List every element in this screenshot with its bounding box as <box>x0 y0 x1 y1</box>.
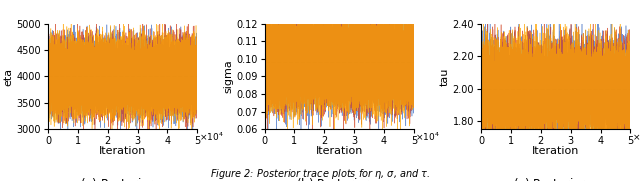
Y-axis label: eta: eta <box>4 67 13 86</box>
Y-axis label: sigma: sigma <box>223 60 234 93</box>
Text: (a) Posterior $\eta$: (a) Posterior $\eta$ <box>80 176 165 181</box>
Text: (b) Posterior $\sigma$: (b) Posterior $\sigma$ <box>296 176 382 181</box>
Text: $\times10^4$: $\times10^4$ <box>632 131 640 143</box>
Y-axis label: tau: tau <box>440 67 450 86</box>
Text: $\times10^4$: $\times10^4$ <box>415 131 440 143</box>
Text: Figure 2: Posterior trace plots for $\eta$, $\sigma$, and $\tau$.: Figure 2: Posterior trace plots for $\et… <box>210 167 430 181</box>
X-axis label: Iteration: Iteration <box>532 146 579 156</box>
X-axis label: Iteration: Iteration <box>316 146 363 156</box>
X-axis label: Iteration: Iteration <box>99 146 147 156</box>
Text: $\times10^4$: $\times10^4$ <box>199 131 223 143</box>
Text: (c) Posterior $\tau$: (c) Posterior $\tau$ <box>513 176 598 181</box>
